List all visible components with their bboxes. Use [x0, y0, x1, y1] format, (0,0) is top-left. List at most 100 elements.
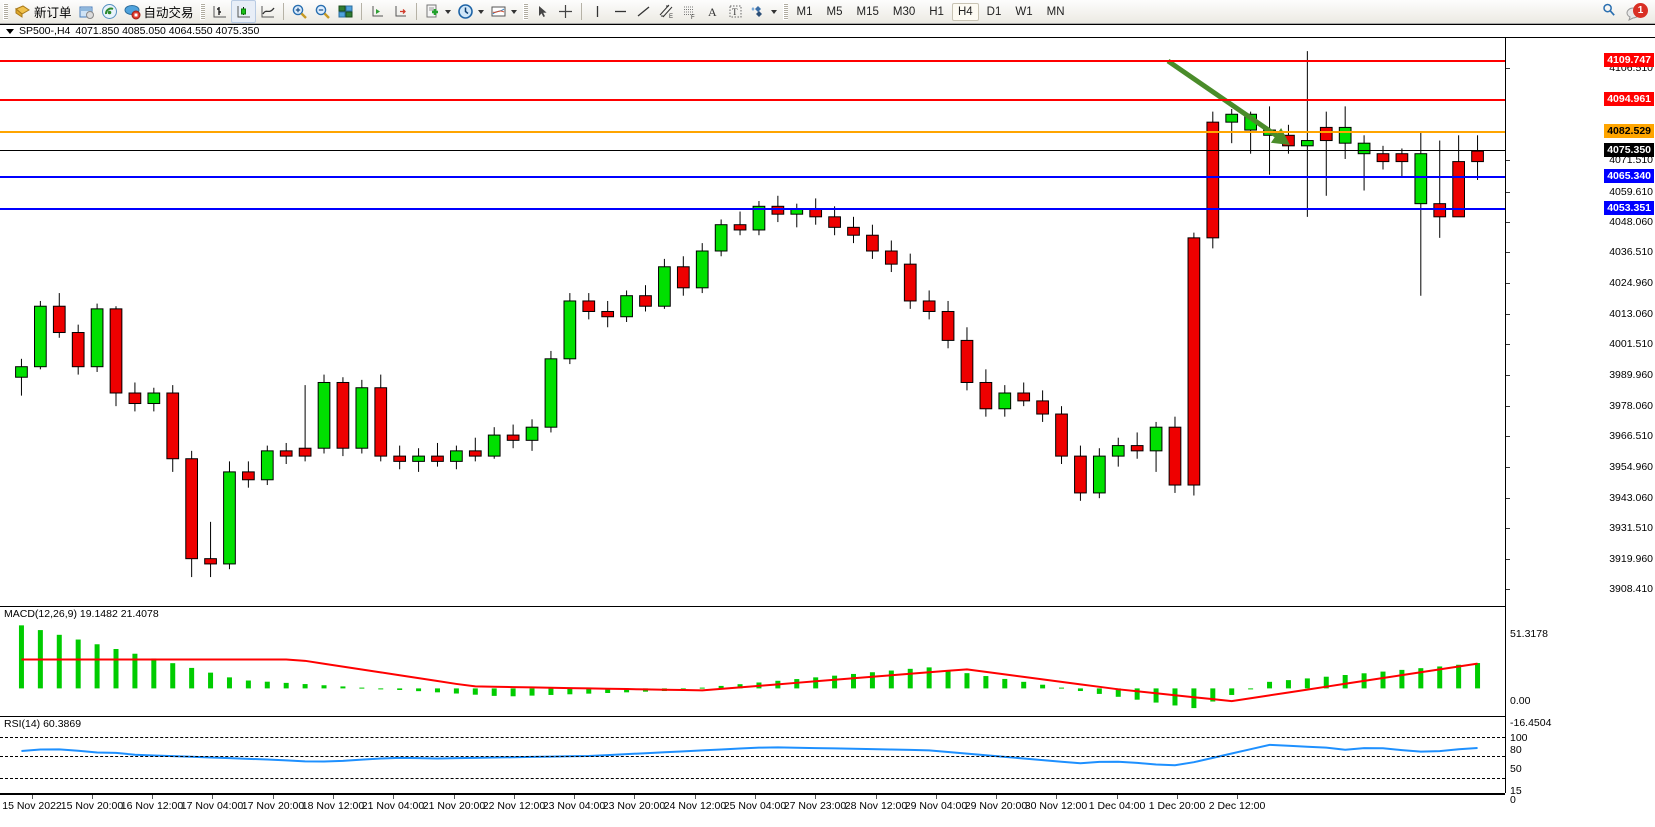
candle-body — [620, 295, 633, 318]
folder-icon — [78, 3, 95, 20]
time-axis-label: 18 Nov 12:00 — [301, 800, 365, 812]
candle-body — [355, 387, 369, 449]
symbol-bar[interactable]: SP500-,H4 4071.850 4085.050 4064.550 407… — [0, 25, 1655, 38]
toolbar-separator-4 — [580, 3, 582, 20]
time-axis-label: 17 Nov 04:00 — [180, 800, 244, 812]
zoom-in-button[interactable] — [288, 1, 311, 22]
time-tick — [876, 795, 877, 799]
equidistant-channel-button[interactable]: E — [655, 1, 678, 22]
objects-button[interactable] — [747, 1, 780, 22]
chevron-down-icon[interactable] — [444, 9, 451, 14]
macd-histogram-bar — [1475, 663, 1481, 689]
search-icon[interactable] — [1601, 2, 1617, 23]
text-button[interactable]: A — [701, 1, 724, 22]
label-button[interactable]: T — [724, 1, 747, 22]
add-indicator-button[interactable] — [421, 1, 454, 22]
candle-body — [903, 263, 917, 302]
shift-end-button[interactable] — [366, 1, 389, 22]
rsi-pane[interactable]: RSI(14) 60.3869 — [0, 717, 1505, 794]
price-axis-label: 4036.510 — [1609, 246, 1653, 259]
price-axis-label: 3989.960 — [1609, 368, 1653, 381]
level-line[interactable] — [0, 176, 1505, 179]
price-axis[interactable]: 4106.510 4071.510 4059.610 4048.060 4036.510… — [1505, 38, 1655, 806]
tile-windows-button[interactable] — [334, 1, 357, 22]
macd-histogram-bar — [1437, 666, 1443, 689]
chart-menu-icon[interactable] — [6, 28, 14, 34]
text-icon: A — [704, 3, 721, 20]
timeframe-m15[interactable]: M15 — [856, 5, 879, 18]
hline-icon — [612, 3, 629, 20]
macd-histogram-bar — [737, 684, 743, 689]
autotrade-button[interactable]: 自动交易 — [121, 1, 197, 22]
signal-button[interactable] — [98, 1, 121, 22]
candle-body — [525, 426, 539, 441]
macd-histogram-bar — [416, 688, 422, 692]
notification-badge: 1 — [1633, 3, 1648, 18]
zoom-out-button[interactable] — [311, 1, 334, 22]
level-line[interactable] — [0, 59, 1505, 62]
timeframe-mn[interactable]: MN — [1046, 5, 1065, 18]
timeframe-m5[interactable]: M5 — [826, 5, 843, 18]
macd-histogram-bar — [1040, 684, 1046, 689]
new-order-button[interactable]: 新订单 — [11, 1, 75, 22]
time-axis-label: 1 Dec 04:00 — [1088, 800, 1146, 812]
folder-button[interactable] — [75, 1, 98, 22]
timeframe-m1[interactable]: M1 — [796, 5, 813, 18]
toolbar-grip-4[interactable] — [782, 3, 788, 20]
time-axis-label: 25 Nov 04:00 — [723, 800, 787, 812]
candle-body — [34, 305, 47, 368]
toolbar-grip[interactable] — [3, 3, 8, 20]
time-tick — [1117, 795, 1118, 799]
candlestick-chart-button[interactable] — [230, 0, 256, 23]
chart-window: SP500-,H4 4071.850 4085.050 4064.550 407… — [0, 24, 1655, 825]
horizontal-line-button[interactable] — [609, 1, 632, 22]
notification-bell[interactable]: 1 — [1625, 3, 1648, 21]
candle-body — [639, 295, 652, 307]
candle-body — [298, 447, 312, 457]
template-button[interactable] — [487, 1, 520, 22]
level-line[interactable] — [0, 131, 1505, 134]
timeframe-h4[interactable]: H4 — [951, 2, 979, 21]
level-line[interactable] — [0, 98, 1505, 101]
toolbar-grip-2[interactable] — [199, 3, 205, 20]
chevron-down-icon-4[interactable] — [770, 9, 777, 14]
macd-histogram-bar — [624, 688, 630, 693]
rsi-series — [21, 743, 1478, 767]
macd-histogram-bar — [1229, 688, 1235, 695]
time-axis[interactable]: 15 Nov 2022 15 Nov 20:00 16 Nov 12:00 17 No… — [0, 794, 1505, 827]
crosshair-button[interactable] — [554, 1, 577, 22]
period-button[interactable] — [454, 1, 487, 22]
macd-histogram-bar — [1002, 678, 1008, 689]
chevron-down-icon-3[interactable] — [510, 9, 517, 14]
fibonacci-button[interactable]: F — [678, 1, 701, 22]
candle-body — [771, 205, 785, 215]
candle-body — [71, 332, 85, 368]
macd-histogram-bar — [283, 682, 289, 689]
template-icon — [490, 3, 507, 20]
level-line[interactable] — [0, 150, 1505, 152]
level-line[interactable] — [0, 208, 1505, 210]
candle-body — [1092, 455, 1106, 494]
macd-histogram-bar — [510, 688, 516, 697]
timeframe-w1[interactable]: W1 — [1015, 5, 1033, 18]
macd-pane[interactable]: MACD(12,26,9) 19.1482 21.4078 — [0, 607, 1505, 717]
toolbar-grip-3[interactable] — [522, 3, 528, 20]
chevron-down-icon-2[interactable] — [477, 9, 484, 14]
timeframe-h1[interactable]: H1 — [929, 5, 944, 18]
price-axis-label: 3978.060 — [1609, 399, 1653, 412]
cursor-button[interactable] — [531, 1, 554, 22]
macd-histogram-bar — [1285, 680, 1291, 689]
candle-body — [676, 266, 690, 289]
vertical-line-button[interactable] — [586, 1, 609, 22]
bar-chart-button[interactable] — [208, 1, 231, 22]
autoscroll-button[interactable] — [389, 1, 412, 22]
price-pane[interactable] — [0, 38, 1505, 607]
price-tick — [1506, 374, 1510, 376]
annotation-arrow-head[interactable] — [1270, 127, 1290, 145]
timeframe-m30[interactable]: M30 — [892, 5, 916, 18]
trendline-button[interactable] — [632, 1, 655, 22]
time-axis-label: 15 Nov 20:00 — [60, 800, 124, 812]
candle-body — [317, 381, 331, 449]
line-chart-button[interactable] — [256, 1, 279, 22]
timeframe-d1[interactable]: D1 — [986, 5, 1002, 18]
